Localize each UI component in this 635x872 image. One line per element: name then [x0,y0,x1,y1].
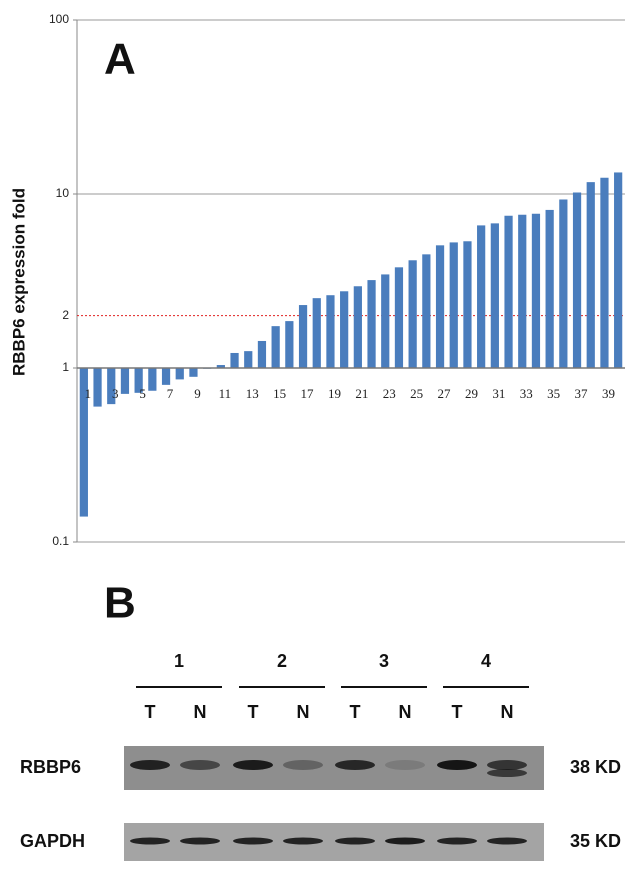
bar [614,172,622,368]
bar [436,245,444,368]
bar [176,368,184,379]
y-axis-label: RBBP6 expression fold [9,188,28,376]
blot-band [180,760,220,770]
blot-band [437,838,477,845]
bar [573,193,581,368]
y-tick-label: 10 [56,186,70,200]
bar [518,215,526,368]
bar [189,368,197,377]
bar [395,267,403,368]
bar [272,326,280,368]
blot-band [283,760,323,770]
bar [285,321,293,368]
lane-label: T [248,702,259,722]
x-tick-label: 33 [520,386,533,401]
bar [354,286,362,368]
lane-label: N [501,702,514,722]
blot-band [335,838,375,845]
bar [559,199,567,368]
reference-label: 2 [62,308,69,322]
bar [162,368,170,385]
bar [230,353,238,368]
group-label: 2 [277,651,287,671]
blot-band [233,760,273,770]
group-label: 4 [481,651,491,671]
x-tick-label: 7 [167,386,174,401]
x-tick-label: 17 [301,386,315,401]
x-tick-label: 31 [492,386,505,401]
lane-label: N [297,702,310,722]
bar [93,368,101,407]
bar [340,291,348,368]
blot-band [130,838,170,845]
x-tick-label: 37 [575,386,589,401]
blot-band [487,838,527,845]
bar [504,216,512,368]
x-tick-label: 29 [465,386,478,401]
x-tick-label: 13 [246,386,259,401]
x-tick-label: 9 [194,386,201,401]
bar [258,341,266,368]
lane-label: N [194,702,207,722]
blot-band [437,760,477,770]
bar [381,274,389,368]
bar [532,214,540,368]
x-tick-label: 27 [438,386,452,401]
x-tick-label: 5 [139,386,146,401]
bar [491,223,499,368]
blot-band [487,769,527,777]
x-tick-label: 11 [219,386,232,401]
x-tick-label: 3 [112,386,119,401]
size-label: 35 KD [570,831,621,851]
bar [313,298,321,368]
blot-band [385,760,425,770]
bar [121,368,129,394]
blot-band [130,760,170,770]
bar [463,241,471,368]
x-tick-label: 23 [383,386,396,401]
lane-label: N [399,702,412,722]
row-label: GAPDH [20,831,85,851]
group-label: 1 [174,651,184,671]
blot-band [233,838,273,845]
lane-label: T [350,702,361,722]
bar [546,210,554,368]
x-tick-label: 35 [547,386,560,401]
bar [244,351,252,368]
blot-band [335,760,375,770]
blot-band [180,838,220,845]
x-tick-label: 39 [602,386,615,401]
bar [326,295,334,368]
x-tick-label: 25 [410,386,423,401]
panel-label: A [104,35,136,84]
bar [587,182,595,368]
lane-label: T [145,702,156,722]
row-label: RBBP6 [20,757,81,777]
bar [477,225,485,368]
x-tick-label: 15 [273,386,286,401]
x-tick-label: 19 [328,386,341,401]
bar [409,260,417,368]
blot-band [283,838,323,845]
lane-label: T [452,702,463,722]
bar [367,280,375,368]
blot-band [385,838,425,845]
bar [299,305,307,368]
size-label: 38 KD [570,757,621,777]
blot-band [487,760,527,770]
x-tick-label: 1 [85,386,92,401]
bar [148,368,156,391]
bar [600,178,608,368]
y-tick-label: 0.1 [52,534,69,548]
group-label: 3 [379,651,389,671]
y-tick-label: 1 [62,360,69,374]
y-tick-label: 100 [49,12,69,26]
figure: A RBBP6 expression fold B 0.111010021357… [0,0,635,872]
x-tick-label: 21 [355,386,368,401]
bar [422,254,430,368]
bar [450,242,458,368]
panel-label: B [104,579,136,628]
